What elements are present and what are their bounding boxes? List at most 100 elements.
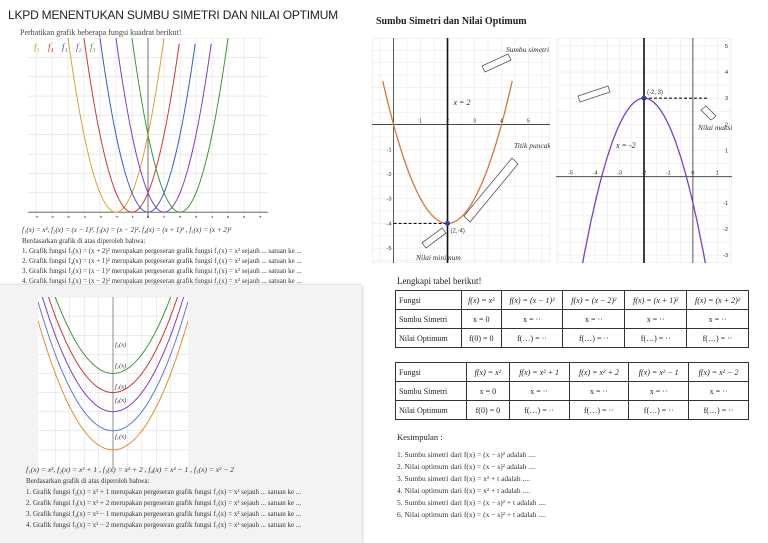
table-cell: f(x) = (x − 2)² bbox=[562, 290, 626, 310]
intro-text: Perhatikan grafik beberapa fungsi kuadra… bbox=[20, 28, 182, 37]
table-cell: f(…) = ·· bbox=[562, 328, 626, 348]
table-row: Nilai Optimum f(0) = 0 f(…) = ·· f(…) = ·· f… bbox=[395, 328, 749, 348]
conclusion-title: Kesimpulan : bbox=[397, 432, 443, 442]
y-tick-label: -5 bbox=[387, 246, 392, 252]
legend-label: f₅ bbox=[34, 42, 40, 52]
row-label-cell: Fungsi bbox=[395, 290, 462, 310]
x-tick-label: 0 bbox=[147, 216, 150, 218]
table-cell: x = 0 bbox=[460, 309, 502, 329]
x-tick-label: -6 bbox=[50, 216, 55, 218]
table-heading: Lengkapi tabel berikut! bbox=[397, 276, 482, 286]
x-tick-label: 5 bbox=[527, 119, 530, 125]
x-tick-label: 6 bbox=[243, 216, 246, 218]
x-tick-label: 2 bbox=[179, 216, 182, 218]
function-definitions: f₁(x) = x², f₂(x) = (x − 1)², f₃(x) = (x… bbox=[22, 226, 232, 234]
x-tick-label: -5 bbox=[568, 171, 573, 177]
parabola-curve bbox=[50, 285, 176, 374]
worksheet-title: LKPD MENENTUKAN SUMBU SIMETRI DAN NILAI … bbox=[8, 8, 338, 22]
table-cell: f(x) = x² bbox=[460, 290, 502, 310]
table-cell: f(x) = x² + 1 bbox=[508, 362, 570, 382]
table-cell: x = ·· bbox=[568, 381, 630, 401]
parabola-curve bbox=[114, 32, 212, 213]
table-cell: f(x) = x² − 1 bbox=[628, 362, 690, 382]
y-tick-label: 1 bbox=[725, 149, 728, 155]
x-tick-label: -1 bbox=[130, 216, 135, 218]
callout-arrow bbox=[463, 157, 519, 223]
table-cell: f(…) = ·· bbox=[688, 400, 749, 420]
lkpd-panel-horizontal-shift: LKPD MENENTUKAN SUMBU SIMETRI DAN NILAI … bbox=[0, 0, 370, 292]
y-tick-label: -3 bbox=[723, 253, 728, 259]
x-tick-label: 1 bbox=[716, 171, 719, 177]
horizontal-shift-graph: f₅ f₄ f₁ f₂ f₃ -7 -6 -5 -4 -3 -2 -1 0 1 2 3 4 5 6 7 bbox=[28, 32, 268, 222]
maximum-parabola-graph: (-2, 3) x = -2 -5 -4 -3 -2 -1 0 1 5 4 3 2 1 -1 -2 -3 Nila… bbox=[556, 38, 732, 263]
table-cell: f(x) = (x + 2)² bbox=[686, 290, 749, 310]
x-tick-label: 3 bbox=[473, 119, 476, 125]
conclusion-item: 5. Sumbu simetri dari f(x) = (x − s)² + … bbox=[397, 498, 546, 507]
curve-label: f₅(x) bbox=[115, 433, 126, 440]
curve-label: f₁(x) bbox=[115, 384, 126, 391]
table-cell: f(0) = 0 bbox=[466, 400, 510, 420]
table-cell: x = ·· bbox=[624, 309, 688, 329]
x-tick-label: -4 bbox=[82, 216, 87, 218]
table-cell: f(…) = ·· bbox=[624, 328, 688, 348]
legend-label: f₃ bbox=[90, 42, 96, 52]
table-cell: x = ·· bbox=[508, 381, 570, 401]
note-label: Sumbu simetri bbox=[506, 45, 549, 54]
curve-label: f₃(x) bbox=[115, 342, 126, 349]
statement-item: 3. Grafik fungsi f₄(x) = x² − 1 merupaka… bbox=[26, 510, 302, 518]
callout-arrow bbox=[481, 53, 512, 73]
y-tick-label: -4 bbox=[387, 221, 392, 227]
parabola-curve bbox=[98, 32, 196, 213]
legend-label: f₂ bbox=[76, 42, 82, 52]
y-tick-label: 2 bbox=[725, 122, 728, 128]
table-cell: x = 0 bbox=[466, 381, 510, 401]
vertex-point bbox=[641, 95, 647, 101]
y-tick-label: 3 bbox=[725, 96, 728, 102]
table-cell: f(x) = (x − 1)² bbox=[500, 290, 564, 310]
x-tick-label: -1 bbox=[666, 171, 671, 177]
table-cell: f(…) = ·· bbox=[686, 328, 749, 348]
function-definitions: f₁(x) = x², f₂(x) = x² + 1 , f₃(x) = x² … bbox=[26, 465, 234, 474]
table-cell: f(x) = x² bbox=[466, 362, 510, 382]
conclusion-item: 2. Nilai optimum dari f(x) = (x − s)² ad… bbox=[397, 462, 536, 471]
lkpd-panel-vertical-shift: f₄(x) f₃(x) f₂(x) f₁(x) f₅(x) f₁(x) = x², f₂… bbox=[0, 285, 362, 543]
symmetry-optimum-panel: Sumbu Simetri dan Nilai Optimum (2,-4) x … bbox=[370, 10, 746, 265]
conclusion-item: 1. Sumbu simetri dari f(x) = (x − s)² ad… bbox=[397, 450, 536, 459]
callout-arrow bbox=[421, 227, 447, 249]
y-tick-label: -2 bbox=[723, 227, 728, 233]
callout-arrow bbox=[700, 105, 717, 121]
parabola-curve bbox=[44, 285, 182, 394]
legend-label: f₁ bbox=[62, 42, 68, 52]
y-tick-label: 5 bbox=[725, 44, 728, 50]
y-tick-label: -1 bbox=[723, 201, 728, 207]
x-tick-label: 7 bbox=[259, 216, 262, 218]
statement-item: 2. Grafik fungsi f₃(x) = x² + 2 merupaka… bbox=[26, 499, 302, 507]
statement-item: 3. Grafik fungsi f₂(x) = (x − 1)² merupa… bbox=[22, 267, 302, 275]
x-tick-label: 5 bbox=[227, 216, 230, 218]
table-cell: x = ·· bbox=[688, 381, 749, 401]
curve-label: f₂(x) bbox=[115, 363, 126, 370]
x-tick-label: -4 bbox=[593, 171, 598, 177]
vertex-label: (-2, 3) bbox=[647, 90, 663, 96]
shift-table-1: Fungsi f(x) = x² f(x) = (x − 1)² f(x) = (x … bbox=[395, 290, 749, 348]
table-cell: x = ·· bbox=[686, 309, 749, 329]
row-label-cell: Sumbu Simetri bbox=[394, 381, 468, 401]
x-tick-label: -3 bbox=[98, 216, 103, 218]
axis-line-label: x = -2 bbox=[615, 141, 636, 150]
callout-arrow bbox=[577, 85, 611, 103]
x-tick-label: -2 bbox=[114, 216, 119, 218]
table-cell: x = ·· bbox=[500, 309, 564, 329]
curve-label: f₄(x) bbox=[115, 397, 126, 404]
row-label-cell: Fungsi bbox=[394, 362, 468, 382]
parabola-curve bbox=[130, 32, 230, 213]
based-on-text: Berdasarkan grafik di atas diperoleh bah… bbox=[22, 237, 146, 245]
vertex-point bbox=[445, 220, 451, 226]
parabola-curve bbox=[37, 301, 189, 432]
y-tick-label: -1 bbox=[387, 147, 392, 153]
worksheet-table-panel: Lengkapi tabel berikut! Fungsi f(x) = x² f… bbox=[385, 270, 768, 543]
statement-item: 2. Grafik fungsi f₄(x) = (x + 1)² merupa… bbox=[22, 257, 302, 265]
table-cell: x = ·· bbox=[628, 381, 690, 401]
table-cell: x = ·· bbox=[562, 309, 626, 329]
